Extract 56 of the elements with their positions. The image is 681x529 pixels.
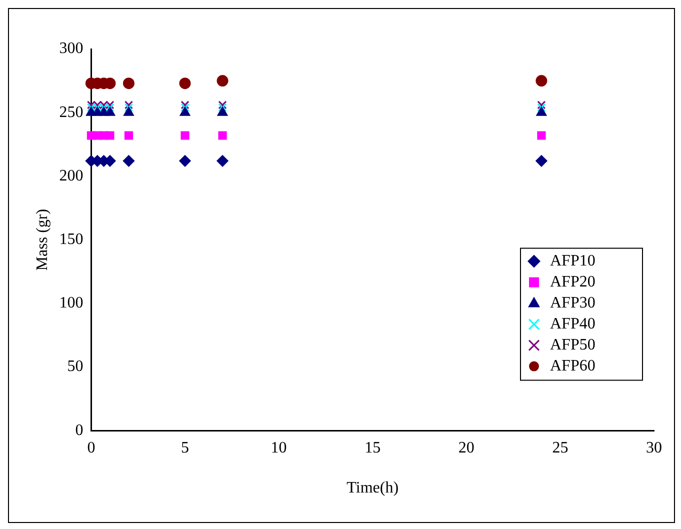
legend-label: AFP20	[550, 274, 596, 291]
point	[180, 100, 190, 110]
point	[104, 106, 116, 116]
point	[217, 106, 228, 116]
point	[124, 103, 134, 112]
point	[216, 75, 228, 87]
point	[180, 106, 190, 116]
point	[536, 106, 547, 116]
point	[86, 103, 96, 112]
legend-label: AFP10	[550, 252, 596, 270]
x-tick-label: 15	[364, 439, 381, 456]
x-tick-label: 20	[458, 439, 474, 456]
point	[179, 78, 191, 90]
y-tick-label: 100	[59, 294, 84, 312]
point	[537, 131, 546, 140]
point	[106, 100, 114, 110]
point	[537, 100, 546, 110]
point	[124, 100, 134, 110]
point	[179, 155, 191, 167]
legend-label: AFP50	[550, 336, 596, 354]
point	[93, 100, 102, 110]
legend-label: AFP30	[550, 294, 596, 312]
point	[180, 131, 190, 140]
point	[99, 103, 108, 112]
point	[124, 106, 134, 116]
point	[122, 155, 134, 167]
point	[93, 103, 102, 112]
x-tick-label: 30	[646, 439, 662, 456]
legend-label: AFP40	[550, 316, 596, 333]
point	[99, 100, 108, 110]
y-tick-label: 150	[59, 231, 84, 248]
legend-label: AFP60	[550, 358, 596, 375]
x-tick-label: 5	[181, 439, 189, 456]
x-tick-label: 25	[552, 439, 568, 456]
point	[106, 131, 114, 140]
point	[537, 103, 546, 112]
point	[218, 103, 227, 112]
point	[86, 100, 96, 110]
x-tick-label: 10	[270, 439, 287, 456]
y-tick-label: 200	[59, 167, 84, 184]
point	[536, 75, 548, 87]
y-tick-label: 300	[59, 40, 84, 58]
point	[122, 78, 134, 90]
point	[536, 155, 548, 167]
y-tick-label: 0	[75, 422, 84, 439]
x-axis-title: Time(h)	[346, 480, 399, 497]
y-tick-label: 50	[67, 358, 84, 376]
point	[180, 103, 190, 112]
point	[218, 100, 227, 110]
point	[218, 131, 227, 140]
y-tick-label: 250	[59, 104, 84, 121]
x-tick-label: 0	[87, 439, 96, 456]
point	[216, 155, 228, 167]
y-axis-title: Mass (gr)	[34, 208, 51, 271]
point	[106, 103, 114, 112]
point	[124, 131, 134, 140]
